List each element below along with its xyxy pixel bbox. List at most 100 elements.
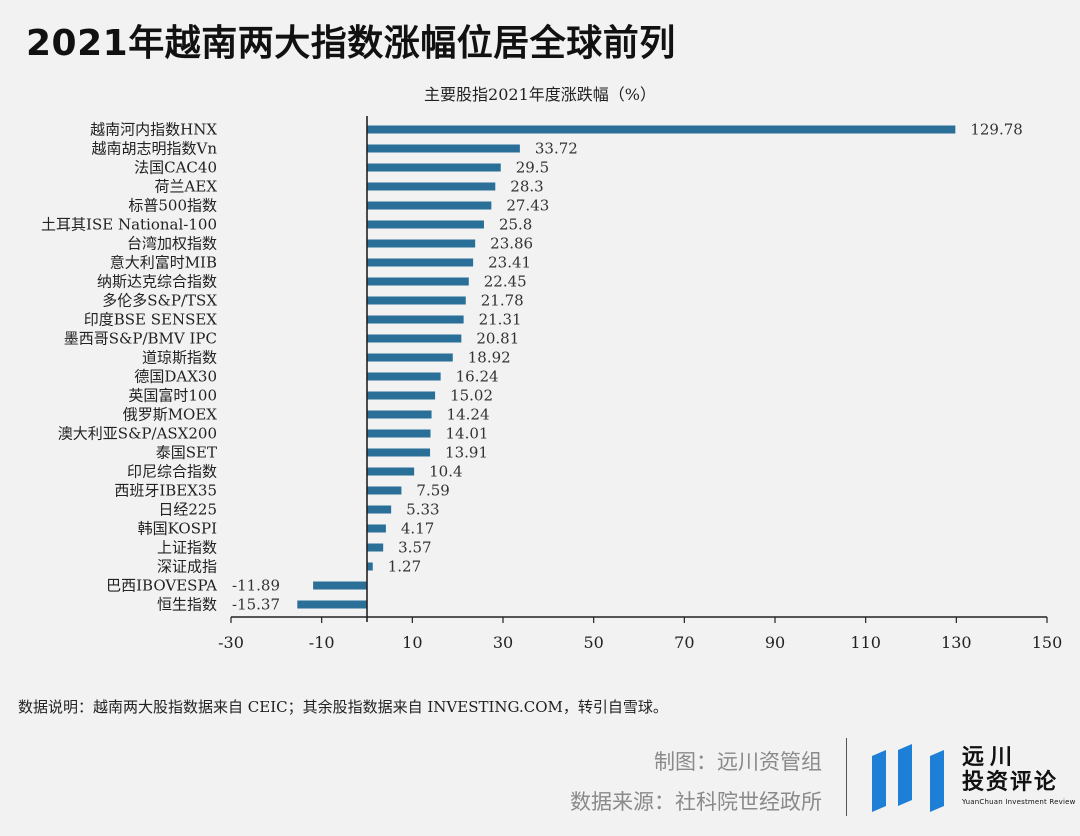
x-tick-label: 150 — [1032, 633, 1063, 652]
value-label: 21.31 — [479, 311, 522, 329]
category-label: 印尼综合指数 — [127, 463, 217, 481]
x-tick-label: -30 — [218, 633, 244, 652]
data-source-credit: 数据来源：社科院世经政所 — [570, 790, 822, 814]
chart-title: 主要股指2021年度涨跌幅（%） — [424, 85, 656, 104]
category-label: 纳斯达克综合指数 — [97, 273, 217, 291]
bar-24 — [367, 562, 373, 571]
value-label: 3.57 — [398, 539, 431, 557]
category-label: 越南胡志明指数Vn — [92, 140, 218, 158]
x-tick-label: 90 — [765, 633, 785, 652]
main-title: 2021年越南两大指数涨幅位居全球前列 — [26, 23, 676, 64]
logo-bar-shape — [898, 744, 912, 806]
logo-name-line1: 远川 — [962, 745, 1019, 770]
bar-4 — [367, 182, 496, 191]
logo-icon — [872, 744, 944, 812]
bar-13 — [367, 353, 453, 362]
x-tick-label: 10 — [402, 633, 422, 652]
value-label: 25.8 — [499, 216, 532, 234]
bar-21 — [367, 505, 392, 514]
category-label: 泰国SET — [156, 444, 217, 462]
value-label: 129.78 — [970, 121, 1023, 139]
value-label: 18.92 — [468, 349, 511, 367]
bar-16 — [367, 410, 432, 419]
bar-20 — [367, 486, 402, 495]
value-label: 28.3 — [510, 178, 543, 196]
value-label: 29.5 — [516, 159, 549, 177]
category-label: 上证指数 — [157, 539, 217, 557]
bar-8 — [367, 258, 474, 267]
value-label: -11.89 — [232, 577, 280, 595]
bar-chart: 主要股指2021年度涨跌幅（%） 越南河内指数HNX 129.78 越南胡志明指数V… — [41, 85, 1063, 652]
category-label: 巴西IBOVESPA — [106, 577, 217, 595]
bar-2 — [367, 144, 520, 153]
logo-text: 远川 投资评论 YuanChuan Investment Review — [962, 745, 1076, 807]
category-label: 多伦多S&P/TSX — [102, 292, 217, 310]
value-label: 14.01 — [446, 425, 489, 443]
bar-12 — [367, 334, 462, 343]
value-label: 10.4 — [429, 463, 462, 481]
logo-bar-shape — [930, 750, 944, 812]
bar-25 — [313, 581, 367, 590]
credit-divider — [846, 738, 847, 816]
bar-10 — [367, 296, 466, 305]
logo-name-line2: 投资评论 — [962, 770, 1059, 795]
bar-19 — [367, 467, 415, 476]
value-label: 4.17 — [401, 520, 434, 538]
category-label: 日经225 — [158, 501, 217, 519]
value-label: 7.59 — [416, 482, 449, 500]
x-tick-label: 70 — [674, 633, 694, 652]
category-label: 土耳其ISE National-100 — [41, 216, 217, 234]
category-label: 英国富时100 — [128, 387, 217, 405]
value-label: 13.91 — [445, 444, 488, 462]
value-label: 23.86 — [490, 235, 533, 253]
bar-14 — [367, 372, 441, 381]
bar-23 — [367, 543, 384, 552]
category-label: 法国CAC40 — [134, 159, 217, 177]
x-tick-label: 130 — [941, 633, 972, 652]
category-label: 荷兰AEX — [155, 178, 218, 196]
category-label: 俄罗斯MOEX — [123, 406, 218, 424]
category-label: 韩国KOSPI — [138, 520, 217, 538]
value-label: 20.81 — [476, 330, 519, 348]
x-tick-label: 110 — [850, 633, 881, 652]
category-label: 澳大利亚S&P/ASX200 — [58, 425, 217, 443]
value-label: 21.78 — [481, 292, 524, 310]
value-label: 27.43 — [506, 197, 549, 215]
value-label: 15.02 — [450, 387, 493, 405]
bar-7 — [367, 239, 476, 248]
value-label: 14.24 — [447, 406, 490, 424]
category-label: 标普500指数 — [128, 197, 217, 215]
value-label: 5.33 — [406, 501, 439, 519]
bar-11 — [367, 315, 464, 324]
value-label: 23.41 — [488, 254, 531, 272]
category-label: 恒生指数 — [157, 596, 217, 614]
bar-17 — [367, 429, 431, 438]
bar-22 — [367, 524, 386, 533]
bar-6 — [367, 220, 484, 229]
value-label: 1.27 — [388, 558, 421, 576]
bar-5 — [367, 201, 492, 210]
logo-english-name: YuanChuan Investment Review — [962, 798, 1076, 806]
value-label: 16.24 — [456, 368, 499, 386]
category-label: 意大利富时MIB — [110, 254, 217, 272]
category-label: 台湾加权指数 — [127, 235, 217, 253]
category-label: 德国DAX30 — [134, 368, 217, 386]
logo-bar-shape — [872, 750, 886, 812]
x-tick-label: 50 — [583, 633, 603, 652]
value-label: 33.72 — [535, 140, 578, 158]
category-label: 墨西哥S&P/BMV IPC — [64, 330, 217, 348]
category-label: 深证成指 — [157, 558, 217, 576]
bar-3 — [367, 163, 501, 172]
value-label: 22.45 — [484, 273, 527, 291]
x-tick-label: 30 — [493, 633, 513, 652]
value-label: -15.37 — [232, 596, 280, 614]
category-label: 西班牙IBEX35 — [114, 482, 217, 500]
bar-18 — [367, 448, 431, 457]
category-label: 越南河内指数HNX — [90, 121, 217, 139]
bar-9 — [367, 277, 469, 286]
bar-1 — [367, 125, 956, 134]
bar-15 — [367, 391, 436, 400]
data-note: 数据说明：越南两大股指数据来自 CEIC；其余股指数据来自 INVESTING.… — [18, 698, 668, 716]
category-label: 道琼斯指数 — [142, 349, 217, 367]
category-label: 印度BSE SENSEX — [84, 311, 218, 329]
